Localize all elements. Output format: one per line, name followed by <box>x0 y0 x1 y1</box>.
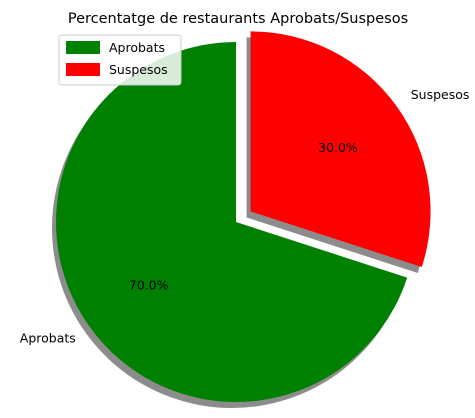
pie-slice-suspesos <box>250 31 431 268</box>
pie-slices-layer <box>56 31 431 402</box>
pct-label-aprobats: 70.0% <box>129 277 169 292</box>
legend-label-suspesos: Suspesos <box>109 62 168 77</box>
legend: Aprobats Suspesos <box>58 34 182 86</box>
legend-swatch-suspesos <box>66 63 100 76</box>
pie-slice-aprobats <box>56 42 408 402</box>
legend-label-aprobats: Aprobats <box>109 40 165 55</box>
slice-label-aprobats: Aprobats <box>20 330 76 345</box>
legend-swatch-aprobats <box>66 41 100 54</box>
chart-title: Percentatge de restaurants Aprobats/Susp… <box>68 11 408 27</box>
pie-labels-layer: Aprobats 70.0% Suspesos 30.0% <box>20 87 470 345</box>
pct-label-suspesos: 30.0% <box>318 140 358 155</box>
slice-label-suspesos: Suspesos <box>411 87 470 102</box>
